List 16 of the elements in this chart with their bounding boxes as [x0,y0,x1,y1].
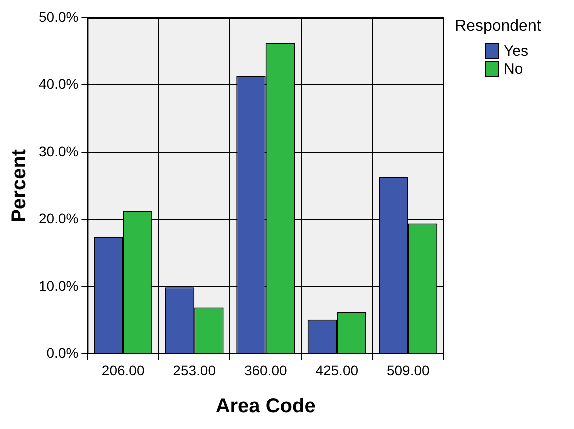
x-axis-title: Area Code [216,396,316,418]
y-tick-label: 20.0% [38,210,79,227]
y-tick-label: 40.0% [38,76,79,92]
y-tick-label: 10.0% [38,278,79,294]
x-tick-label: 360.00 [244,362,288,378]
y-tick-label: 0.0% [46,345,79,362]
y-tick-label: 30.0% [38,143,79,160]
legend-title: Respondent [455,18,542,36]
x-tick-label: 425.00 [316,362,359,378]
x-tick-label: 253.00 [173,362,216,378]
legend-label: Yes [504,42,528,60]
y-axis-title: Percent [8,149,31,223]
x-tick-label: 206.00 [102,362,145,378]
y-tick-label: 50.0% [38,8,79,25]
legend-label: No [504,60,524,78]
x-tick-label: 509.00 [386,362,430,378]
